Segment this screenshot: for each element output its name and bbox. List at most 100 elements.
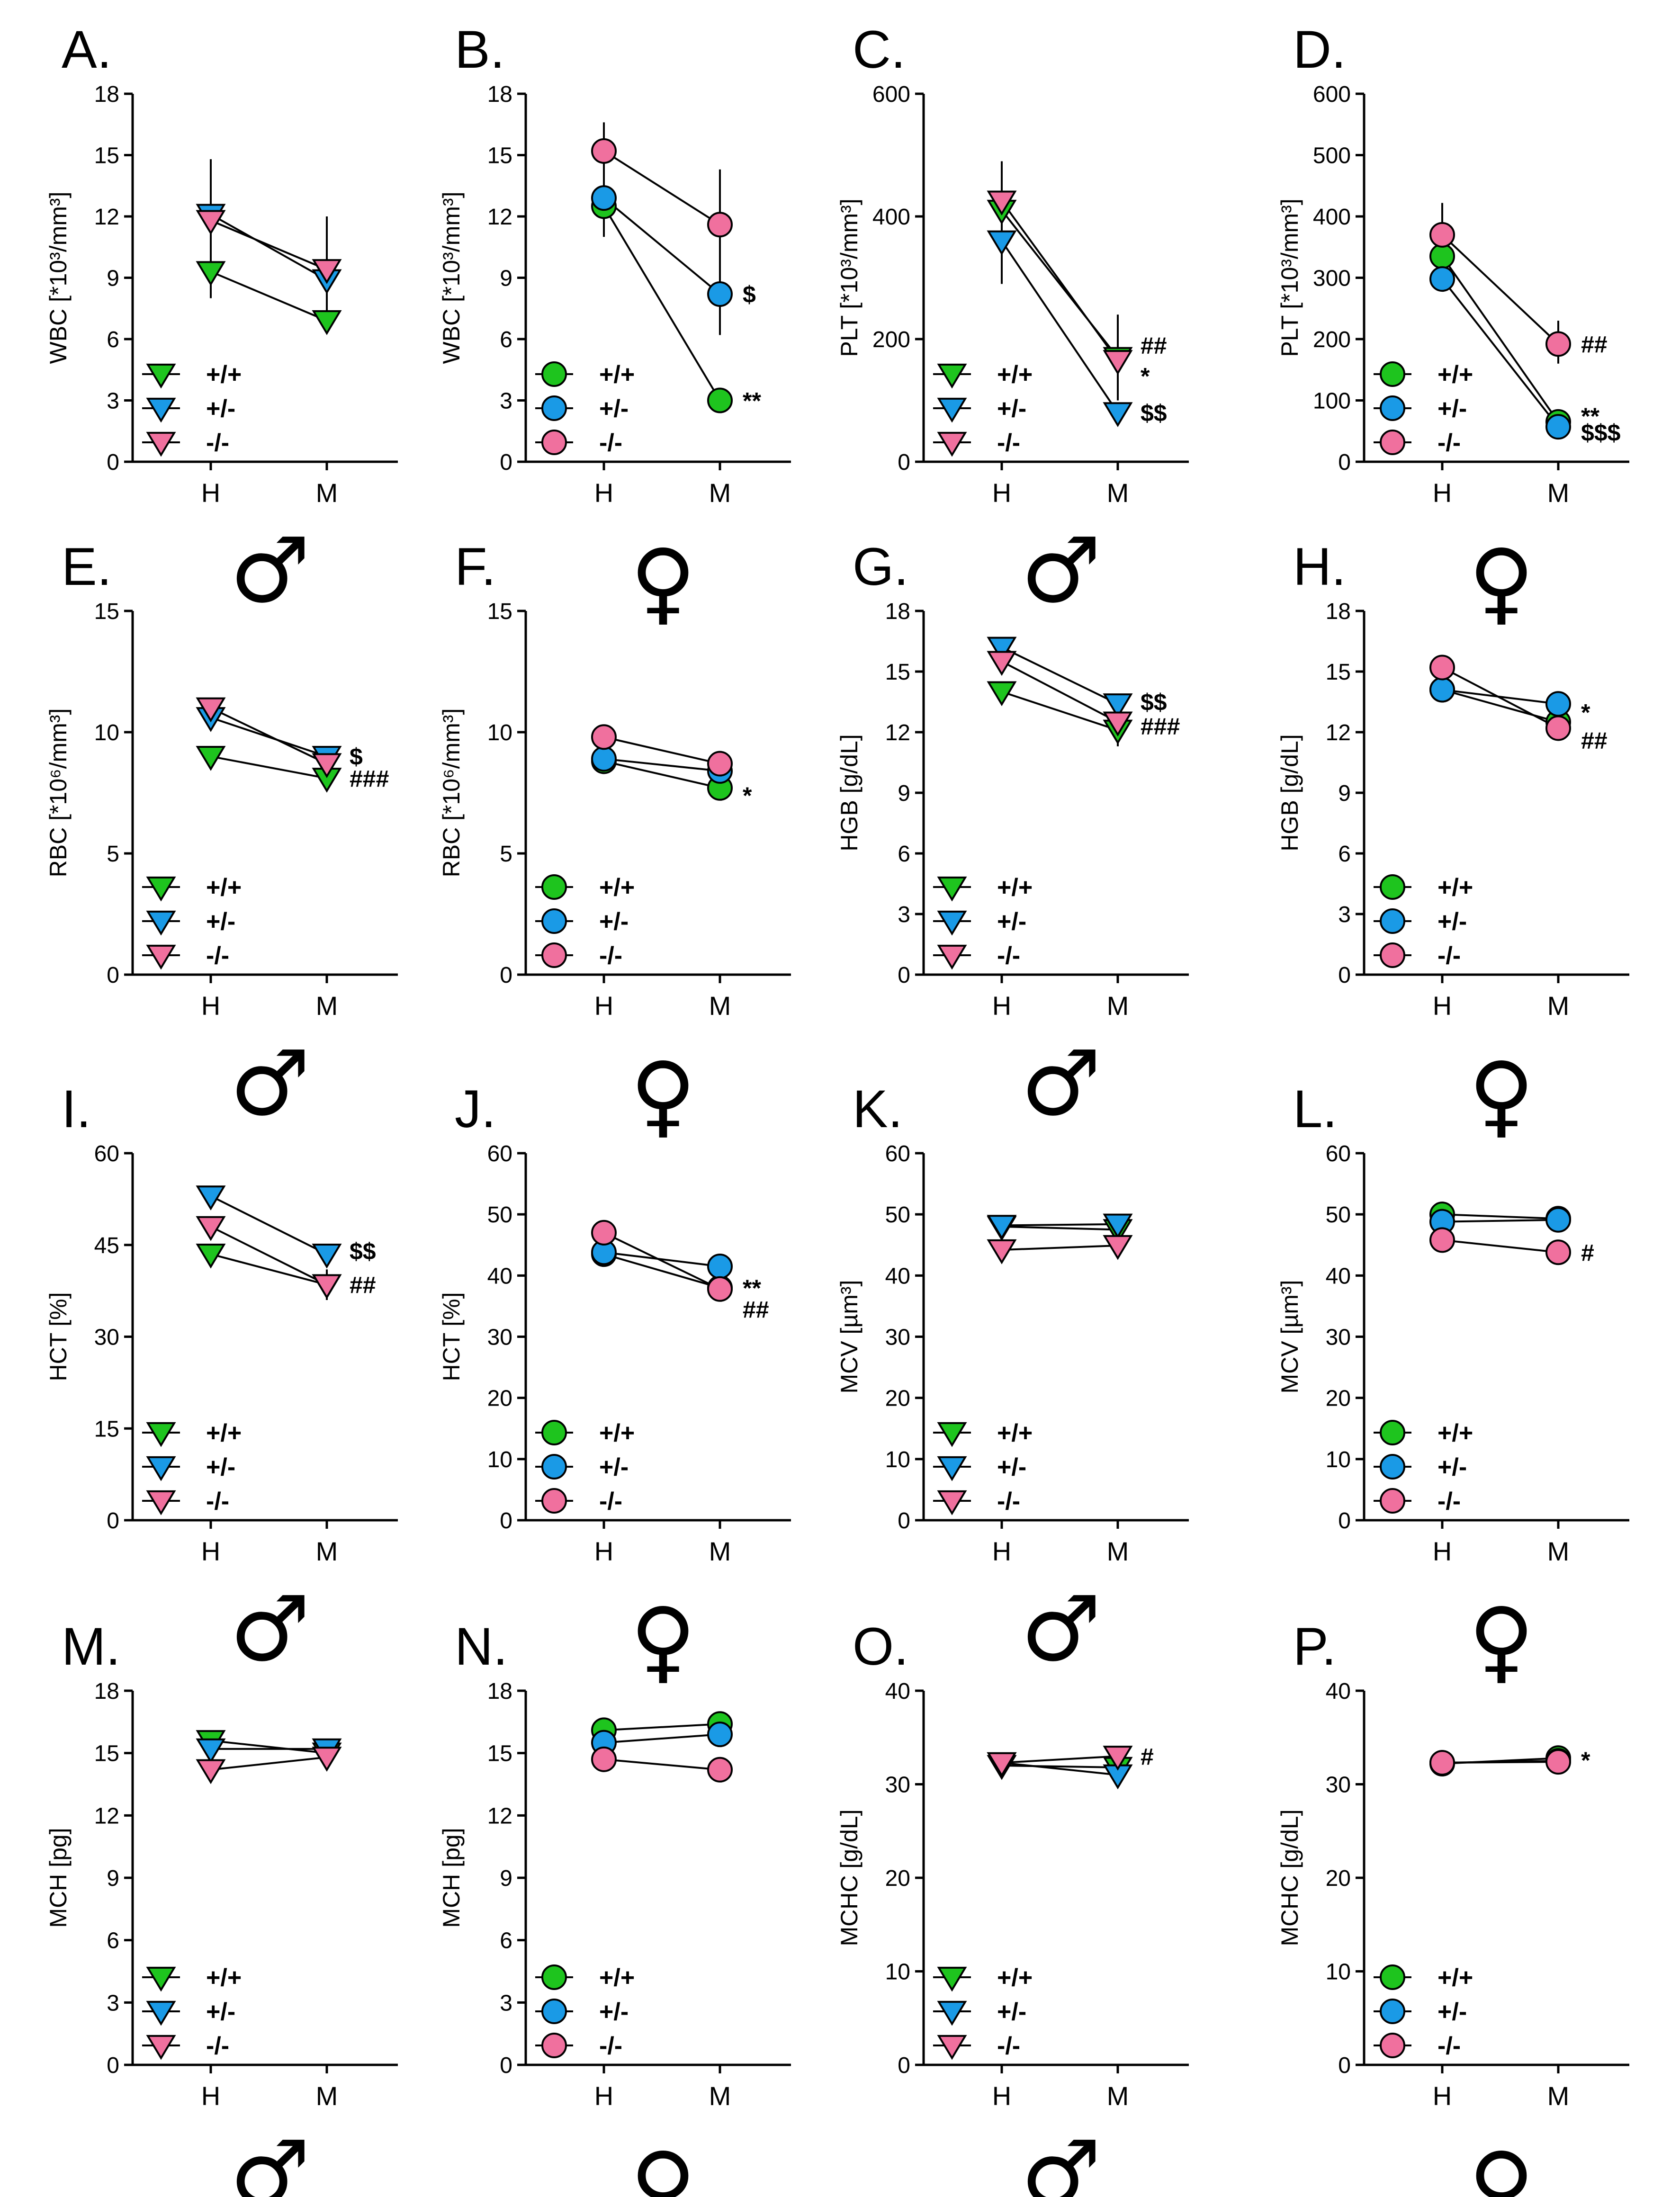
data-point <box>591 138 617 164</box>
panel-k: K. 0 10 20 30 40 50 60 MCV [µm³] H M♂ +/+ +/- -/- <box>836 1079 1189 1681</box>
data-point <box>1380 2033 1405 2058</box>
y-tick-label: 15 <box>94 1741 119 1767</box>
male-symbol-icon: ♂ <box>230 2121 310 2197</box>
x-tick-label: H <box>201 991 220 1021</box>
legend-label: +/+ <box>599 874 635 901</box>
x-tick-label: M <box>316 478 338 508</box>
y-tick-label: 30 <box>885 1773 910 1798</box>
y-tick-label: 20 <box>1326 1866 1351 1891</box>
data-point <box>937 910 967 936</box>
series-line <box>210 1740 327 1754</box>
y-tick-label: 60 <box>487 1141 512 1166</box>
significance-mark: ** <box>743 388 761 414</box>
data-point <box>1103 1213 1133 1239</box>
x-tick-label: M <box>1547 1536 1570 1566</box>
legend-label: +/- <box>997 1998 1026 2026</box>
data-point <box>591 1746 617 1772</box>
data-point <box>987 1215 1017 1240</box>
series-line <box>210 717 327 758</box>
x-tick-label: M <box>316 991 338 1021</box>
y-tick-label: 600 <box>1313 82 1351 107</box>
y-tick-label: 15 <box>1326 660 1351 685</box>
series-line <box>210 1226 327 1286</box>
legend-label: -/- <box>206 2032 229 2060</box>
legend-label: -/- <box>599 1488 622 1515</box>
y-axis-label: MCH [pg] <box>45 1828 72 1928</box>
legend-label: -/- <box>997 1488 1020 1515</box>
data-point <box>1545 331 1571 357</box>
data-point <box>1380 1964 1405 1990</box>
panel-label: C. <box>853 20 906 79</box>
x-tick-label: H <box>992 478 1011 508</box>
legend-label: +/+ <box>997 874 1033 901</box>
data-point <box>146 910 176 936</box>
y-tick-label: 10 <box>487 720 512 745</box>
panel-label: J. <box>455 1079 496 1139</box>
x-tick-label: M <box>1107 2081 1129 2111</box>
x-tick-label: H <box>992 2081 1011 2111</box>
male-symbol-icon: ♂ <box>230 518 310 623</box>
data-point <box>707 751 733 777</box>
y-axis-label: MCH [pg] <box>438 1828 465 1928</box>
y-tick-label: 0 <box>898 963 910 988</box>
series-line <box>603 1253 720 1289</box>
legend-label: +/- <box>997 395 1026 422</box>
female-symbol-icon: ♀ <box>1468 1588 1534 1693</box>
data-point <box>196 1738 226 1764</box>
significance-mark: ## <box>743 1296 769 1323</box>
series-line <box>1441 278 1559 428</box>
data-point <box>146 1966 176 1992</box>
y-tick-label: 60 <box>94 1141 119 1166</box>
significance-mark: ## <box>350 1272 376 1299</box>
data-point <box>1545 414 1571 440</box>
y-tick-label: 20 <box>487 1386 512 1411</box>
x-tick-label: M <box>1107 991 1129 1021</box>
data-point <box>146 2035 176 2060</box>
data-point <box>1380 1454 1405 1480</box>
y-tick-label: 30 <box>885 1325 910 1350</box>
data-point <box>937 1422 967 1447</box>
data-point <box>146 944 176 970</box>
y-axis-label: MCV [µm³] <box>1276 1280 1303 1394</box>
panel-c: C. 0 200 400 600 PLT [*10³/mm³] H M♂ ## * $$ +/+ +/-… <box>836 20 1189 623</box>
panel-label: A. <box>62 20 112 79</box>
y-tick-label: 0 <box>898 1508 910 1533</box>
y-tick-label: 200 <box>1313 327 1351 352</box>
data-point <box>1429 222 1455 248</box>
series-line <box>1442 666 1559 729</box>
panel-o: O. 0 10 20 30 40 MCHC [g/dL] H M♂ # +/+ +/- -/- <box>836 1617 1189 2197</box>
series-line <box>1001 1226 1118 1231</box>
male-symbol-icon: ♂ <box>1021 1031 1101 1136</box>
x-tick-label: H <box>201 2081 220 2111</box>
panel-i: I. 0 15 30 45 60 HCT [%] H M♂ $$ ## +/+ +/- -/- <box>45 1079 398 1681</box>
y-tick-label: 60 <box>885 1141 910 1166</box>
x-tick-label: M <box>1547 2081 1570 2111</box>
data-point <box>146 1422 176 1447</box>
series-line <box>603 760 720 789</box>
y-tick-label: 10 <box>885 1447 910 1472</box>
data-point <box>541 361 567 387</box>
data-point <box>1429 1227 1455 1253</box>
series-line <box>210 755 327 780</box>
significance-mark: $$ <box>1141 400 1167 426</box>
significance-mark: $$ <box>350 1238 376 1265</box>
series-line <box>603 150 721 225</box>
data-point <box>937 431 967 457</box>
y-tick-label: 9 <box>1338 781 1351 806</box>
x-tick-label: M <box>316 2081 338 2111</box>
y-tick-label: 60 <box>1326 1141 1351 1166</box>
data-point <box>541 874 567 900</box>
legend-label: +/+ <box>1437 361 1473 388</box>
series-line <box>210 1253 327 1286</box>
y-tick-label: 100 <box>1313 389 1351 414</box>
y-tick-label: 3 <box>1338 902 1351 927</box>
data-point <box>1103 350 1133 375</box>
data-point <box>1429 1750 1455 1776</box>
x-tick-label: H <box>1433 2081 1452 2111</box>
data-point <box>1429 677 1455 703</box>
legend-label: +/+ <box>206 874 242 901</box>
y-tick-label: 5 <box>500 842 512 867</box>
y-tick-label: 0 <box>500 963 512 988</box>
y-tick-label: 9 <box>107 1866 119 1891</box>
